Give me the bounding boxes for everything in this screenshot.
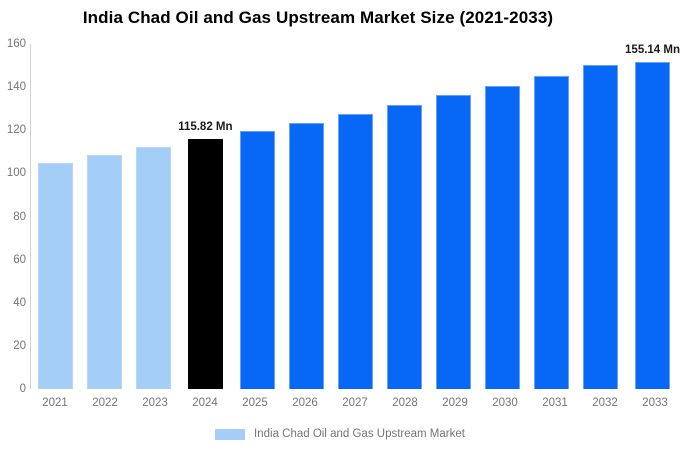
- legend-label: India Chad Oil and Gas Upstream Market: [254, 428, 465, 440]
- bar-column: [31, 44, 80, 389]
- x-tick-label: 2032: [592, 397, 618, 409]
- y-tick-label: 160: [6, 38, 26, 50]
- bar-column: [527, 44, 576, 389]
- bar-2021[interactable]: [38, 162, 74, 389]
- bar-column: [478, 44, 527, 389]
- x-tick-label: 2028: [392, 397, 418, 409]
- y-tick-label: 100: [6, 167, 26, 180]
- y-tick-label: 0: [19, 383, 26, 395]
- plot-area: 115.82 Mn 155.14 Mn: [30, 44, 680, 389]
- bar-2027[interactable]: [337, 113, 373, 389]
- bar-column: [429, 44, 478, 389]
- legend-swatch: [215, 428, 246, 440]
- bar-2024[interactable]: [187, 139, 223, 389]
- legend: India Chad Oil and Gas Upstream Market: [0, 426, 680, 442]
- bar-2029[interactable]: [435, 95, 471, 389]
- bar-value-label: 155.14 Mn: [625, 44, 680, 56]
- y-tick-label: 120: [6, 124, 26, 137]
- bar-value-label: 115.82 Mn: [178, 121, 233, 134]
- bar-column: [80, 44, 129, 389]
- bar-column: [233, 44, 282, 389]
- x-tick-label: 2022: [92, 397, 118, 409]
- x-axis: 2021 2022 2023 2024 2025 2026 2027 2028 2029 2030…: [30, 397, 680, 409]
- bar-2030[interactable]: [484, 85, 520, 389]
- bar-column: [380, 44, 429, 389]
- bar-column: [282, 44, 331, 389]
- y-axis: 0 20 40 60 80 100 120 140 160: [0, 38, 26, 395]
- chart-title: India Chad Oil and Gas Upstream Market S…: [82, 8, 554, 27]
- y-tick-label: 80: [13, 210, 26, 223]
- bar-2025[interactable]: [239, 131, 275, 389]
- bar-2022[interactable]: [87, 155, 123, 389]
- x-tick-label: 2023: [142, 397, 168, 409]
- bar-2031[interactable]: [533, 75, 569, 389]
- bar-2026[interactable]: [288, 122, 324, 389]
- bar-2028[interactable]: [386, 104, 422, 389]
- x-tick-label: 2021: [42, 397, 68, 409]
- y-tick-label: 40: [13, 296, 26, 309]
- y-tick-label: 140: [6, 81, 26, 94]
- bar-column: [331, 44, 380, 389]
- bar-column: [576, 44, 625, 389]
- x-tick-label: 2033: [642, 397, 668, 409]
- x-tick-label: 2026: [292, 397, 318, 409]
- bar-2032[interactable]: [583, 65, 618, 389]
- x-tick-label: 2030: [492, 397, 518, 409]
- bar-2033[interactable]: [635, 62, 671, 389]
- x-tick-label: 2025: [242, 397, 268, 409]
- x-tick-label: 2027: [342, 397, 368, 409]
- bar-column: 115.82 Mn: [178, 44, 233, 389]
- y-tick-label: 60: [13, 253, 26, 266]
- x-tick-label: 2024: [192, 397, 218, 409]
- bar-2023[interactable]: [136, 147, 172, 389]
- bar-column: 155.14 Mn: [625, 44, 680, 389]
- bar-column: [129, 44, 178, 389]
- x-tick-label: 2029: [442, 397, 468, 409]
- y-tick-label: 20: [13, 339, 26, 352]
- x-tick-label: 2031: [542, 397, 568, 409]
